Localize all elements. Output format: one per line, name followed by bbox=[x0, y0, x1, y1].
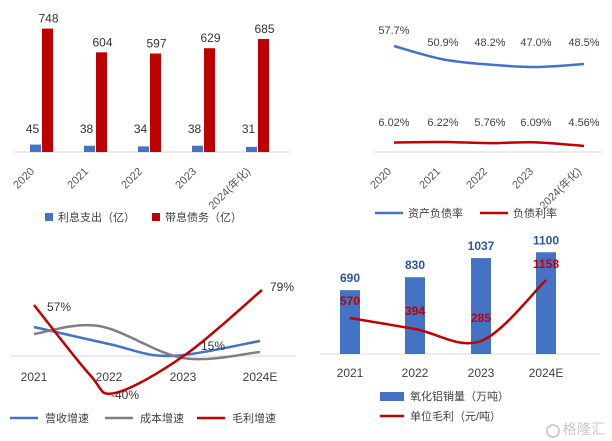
c2-label-debt-rate: 5.76% bbox=[474, 117, 505, 129]
c4-legend-unit-gross: 单位毛利（元/吨） bbox=[410, 409, 501, 423]
c4-legend-sales: 氧化铝销量（万吨） bbox=[410, 389, 509, 403]
c1-legend-debt: 带息债务（亿） bbox=[165, 210, 242, 224]
c1-label-debt: 629 bbox=[200, 31, 220, 45]
c1-label-interest: 38 bbox=[80, 122, 94, 136]
c4-tick-label: 2023 bbox=[468, 366, 495, 380]
c2-label-asset-ratio: 48.5% bbox=[568, 37, 599, 49]
c1-legend-interest: 利息支出（亿） bbox=[58, 210, 135, 224]
c1-tick-label: 2024(年化) bbox=[205, 164, 253, 212]
c2-legend-asset: 资产负债率 bbox=[408, 206, 463, 220]
c1-bar-debt bbox=[258, 38, 269, 152]
c2-label-asset-ratio: 57.7% bbox=[378, 25, 409, 37]
c1-bar-debt bbox=[150, 53, 161, 153]
c4-bar-sales bbox=[471, 258, 491, 354]
c2-line-debt-rate bbox=[393, 140, 585, 148]
c4-bar-sales bbox=[536, 252, 556, 354]
c1-bar-debt bbox=[204, 48, 215, 153]
c2-tick-label: 2021 bbox=[417, 166, 443, 192]
c1-bar-interest bbox=[192, 145, 203, 152]
c4-label-sales: 1100 bbox=[533, 233, 559, 247]
c4-label-unit-gross: 570 bbox=[340, 294, 360, 308]
c1-label-debt: 748 bbox=[38, 12, 58, 26]
c3-line-cost-growth bbox=[33, 323, 261, 361]
c1-legend-swatch-interest bbox=[45, 213, 53, 221]
c3-annotation: 15% bbox=[201, 339, 225, 353]
c4-tick-label: 2021 bbox=[337, 366, 364, 380]
c4-tick-label: 2022 bbox=[402, 366, 429, 380]
c1-legend-swatch-debt bbox=[152, 213, 160, 221]
c2-line-asset-ratio bbox=[393, 44, 585, 69]
c2-tick-label: 2020 bbox=[368, 166, 394, 192]
c4-label-sales: 690 bbox=[340, 271, 360, 285]
c3-legend-revenue: 营收增速 bbox=[45, 411, 89, 425]
c3-tick-label: 2023 bbox=[170, 370, 197, 384]
c1-bar-interest bbox=[30, 144, 41, 152]
c3-label-gross-2022: -40% bbox=[111, 388, 139, 402]
c2-tick-label: 2022 bbox=[464, 166, 490, 192]
c1-bar-interest bbox=[138, 146, 149, 152]
c2-label-debt-rate: 6.02% bbox=[378, 117, 409, 129]
c2-label-debt-rate: 6.22% bbox=[427, 117, 458, 129]
c3-tick-label: 2022 bbox=[96, 370, 123, 384]
c4-line-unit-gross bbox=[349, 279, 547, 345]
c1-tick-label: 2023 bbox=[173, 166, 199, 192]
c3-tick-label: 2021 bbox=[21, 370, 48, 384]
c2-tick-label: 2023 bbox=[510, 166, 536, 192]
c4-label-unit-gross: 394 bbox=[405, 304, 425, 318]
c2-label-asset-ratio: 50.9% bbox=[427, 37, 458, 49]
c3-label-gross-2021: 57% bbox=[47, 300, 71, 314]
c4-label-unit-gross: 1158 bbox=[533, 257, 559, 271]
c3-legend-gross: 毛利增速 bbox=[232, 411, 276, 425]
c1-label-interest: 34 bbox=[134, 122, 148, 136]
c1-bar-interest bbox=[84, 145, 95, 152]
c2-label-asset-ratio: 48.2% bbox=[474, 37, 505, 49]
c1-bar-interest bbox=[246, 146, 257, 152]
c1-bar-debt bbox=[96, 52, 107, 153]
c2-tick-label: 2024(年化) bbox=[536, 164, 584, 212]
c1-label-interest: 31 bbox=[242, 122, 256, 136]
watermark: 格隆汇 bbox=[545, 419, 607, 439]
c1-label-debt: 597 bbox=[146, 36, 166, 50]
c3-label-gross-2024: 79% bbox=[270, 280, 294, 294]
c1-label-interest: 38 bbox=[188, 122, 202, 136]
c1-tick-label: 2021 bbox=[65, 166, 91, 192]
c2-label-debt-rate: 4.56% bbox=[568, 117, 599, 129]
c3-tick-label: 2024E bbox=[243, 370, 278, 384]
c4-tick-label: 2024E bbox=[529, 366, 564, 380]
c1-label-interest: 45 bbox=[26, 122, 40, 136]
c2-label-asset-ratio: 47.0% bbox=[520, 37, 551, 49]
c4-bar-sales bbox=[405, 277, 425, 354]
c4-label-sales: 1037 bbox=[468, 239, 495, 253]
c3-line-gross-growth bbox=[33, 289, 263, 396]
c1-tick-label: 2020 bbox=[11, 166, 37, 192]
c4-label-sales: 830 bbox=[405, 258, 425, 272]
c4-label-unit-gross: 285 bbox=[471, 311, 491, 325]
watermark-logo-icon bbox=[545, 424, 560, 438]
c1-label-debt: 685 bbox=[254, 22, 274, 36]
c2-label-debt-rate: 6.09% bbox=[520, 117, 551, 129]
c1-bar-debt bbox=[42, 28, 53, 152]
c4-bar-sales bbox=[340, 290, 360, 354]
c3-legend-cost: 成本增速 bbox=[140, 411, 184, 425]
c2-legend-rate: 负债利率 bbox=[513, 206, 557, 220]
c3-line-revenue-growth bbox=[33, 325, 261, 358]
c1-tick-label: 2022 bbox=[119, 166, 145, 192]
c4-legend-swatch-sales bbox=[380, 392, 404, 401]
c1-label-debt: 604 bbox=[92, 35, 112, 49]
